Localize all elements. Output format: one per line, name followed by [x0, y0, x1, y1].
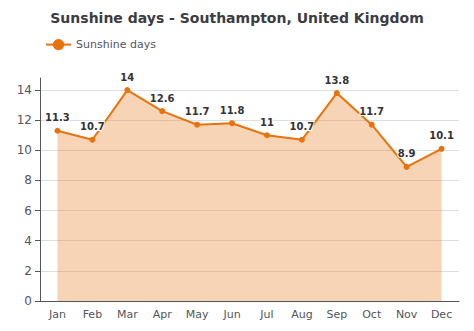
- svg-text:12: 12: [17, 113, 32, 127]
- svg-text:8.9: 8.9: [398, 148, 416, 159]
- svg-text:Apr: Apr: [153, 308, 173, 321]
- svg-text:12.6: 12.6: [150, 93, 175, 104]
- svg-text:Jul: Jul: [259, 308, 273, 321]
- svg-text:10.1: 10.1: [429, 130, 454, 141]
- svg-text:11.7: 11.7: [185, 106, 210, 117]
- svg-text:Mar: Mar: [117, 308, 138, 321]
- svg-text:Oct: Oct: [362, 308, 382, 321]
- svg-text:0: 0: [24, 294, 32, 308]
- svg-text:11.3: 11.3: [45, 112, 70, 123]
- svg-text:Jun: Jun: [222, 308, 240, 321]
- svg-text:4: 4: [24, 234, 32, 248]
- svg-text:14: 14: [120, 72, 134, 83]
- svg-text:2: 2: [24, 264, 32, 278]
- svg-text:11.8: 11.8: [220, 105, 245, 116]
- svg-text:Sep: Sep: [326, 308, 347, 321]
- svg-text:Feb: Feb: [83, 308, 102, 321]
- svg-text:13.8: 13.8: [324, 75, 349, 86]
- svg-text:11.7: 11.7: [359, 106, 384, 117]
- svg-text:Sunshine days: Sunshine days: [76, 38, 156, 51]
- svg-text:May: May: [186, 308, 209, 321]
- svg-text:10.7: 10.7: [290, 121, 315, 132]
- svg-text:10.7: 10.7: [80, 121, 105, 132]
- svg-text:11: 11: [260, 117, 274, 128]
- svg-text:6: 6: [24, 204, 32, 218]
- svg-text:Aug: Aug: [291, 308, 312, 321]
- svg-text:Sunshine days - Southampton, U: Sunshine days - Southampton, United King…: [50, 10, 423, 26]
- svg-text:8: 8: [24, 173, 32, 187]
- svg-text:10: 10: [17, 143, 32, 157]
- svg-text:Nov: Nov: [396, 308, 418, 321]
- svg-text:Dec: Dec: [431, 308, 452, 321]
- svg-text:14: 14: [17, 83, 32, 97]
- svg-text:Jan: Jan: [48, 308, 66, 321]
